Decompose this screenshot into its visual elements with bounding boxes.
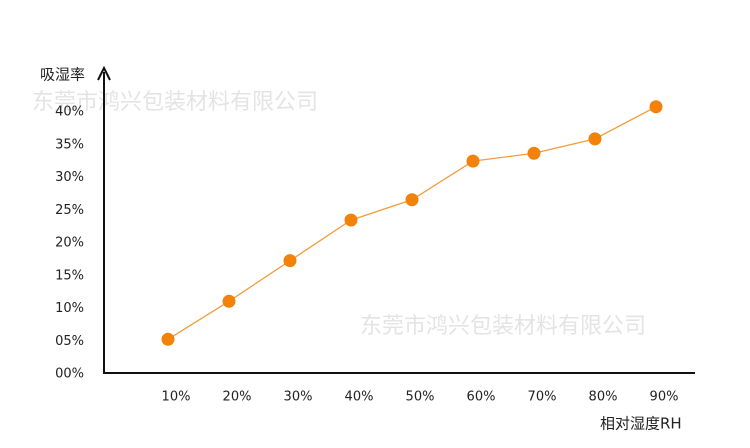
x-tick-label: 80% (589, 390, 618, 405)
watermark: 东莞市鸿兴包装材料有限公司 (360, 314, 646, 339)
x-tick-label: 30% (284, 390, 313, 405)
data-point (344, 213, 358, 227)
x-tick-label: 50% (406, 390, 435, 405)
data-point (161, 332, 175, 346)
y-tick-label: 05% (55, 334, 84, 349)
y-tick-label: 25% (55, 203, 84, 218)
y-tick-label: 20% (55, 236, 84, 251)
x-axis-title: 相对湿度RH (600, 415, 682, 433)
y-tick-label: 15% (55, 268, 84, 283)
x-tick-label: 10% (162, 390, 191, 405)
y-axis-arrow (97, 65, 111, 81)
x-tick-label: 60% (467, 390, 496, 405)
data-point (466, 154, 480, 168)
y-tick-label: 35% (55, 137, 84, 152)
x-tick-label: 20% (223, 390, 252, 405)
y-tick-label: 40% (55, 105, 84, 120)
x-tick-label: 90% (650, 390, 679, 405)
watermark: 东莞市鸿兴包装材料有限公司 (32, 90, 318, 115)
y-tick-label: 00% (55, 367, 84, 382)
y-tick-label: 10% (55, 301, 84, 316)
data-point (527, 146, 541, 160)
x-tick-label: 40% (345, 390, 374, 405)
data-point (405, 193, 419, 207)
series-line (167, 106, 657, 340)
data-point (222, 294, 236, 308)
data-point (588, 132, 602, 146)
x-tick-label: 70% (528, 390, 557, 405)
y-tick-label: 30% (55, 170, 84, 185)
data-point (283, 254, 297, 268)
data-point (649, 100, 663, 114)
y-axis-title: 吸湿率 (40, 66, 85, 84)
